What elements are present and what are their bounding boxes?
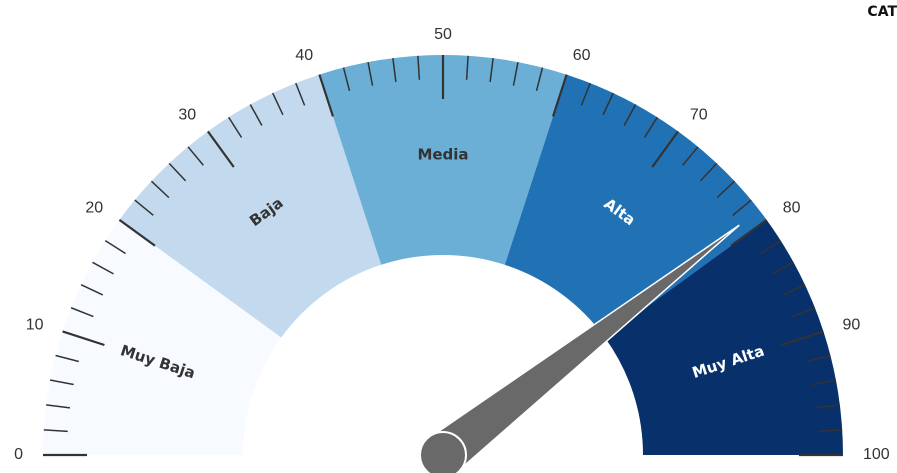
tick-label: 70 [690, 106, 708, 123]
tick-label: 30 [178, 106, 196, 123]
needle-pivot [419, 431, 467, 473]
band-alta [504, 74, 767, 338]
band-muy-baja [43, 219, 282, 455]
minor-tick [150, 180, 170, 199]
major-tick [730, 218, 768, 247]
band-baja [119, 74, 382, 338]
minor-tick [249, 104, 263, 126]
tick-label: 40 [295, 47, 313, 64]
minor-tick [367, 61, 374, 86]
minor-tick [134, 199, 154, 216]
band-muy-alta [604, 219, 843, 455]
minor-tick [716, 180, 736, 199]
minor-tick [643, 116, 658, 138]
minor-tick [812, 379, 837, 386]
band-media [319, 54, 567, 265]
minor-tick [699, 162, 718, 182]
major-tick [62, 330, 105, 347]
minor-tick [49, 379, 74, 386]
minor-tick [80, 284, 104, 296]
gauge-tick-labels: 0 10 20 30 40 50 60 70 80 90 100 [14, 26, 890, 463]
minor-tick [228, 116, 243, 138]
minor-tick [772, 261, 794, 275]
minor-tick [815, 404, 840, 409]
minor-tick [392, 58, 397, 83]
minor-tick [342, 67, 351, 91]
minor-tick [602, 92, 614, 116]
minor-tick [272, 92, 284, 116]
minor-tick [512, 61, 519, 86]
tick-label: 0 [14, 446, 23, 463]
minor-tick [760, 240, 782, 255]
minor-tick [168, 162, 187, 182]
tick-label: 50 [434, 26, 452, 43]
minor-tick [782, 284, 806, 296]
major-tick [318, 74, 335, 117]
minor-tick [295, 82, 306, 106]
minor-tick [807, 354, 831, 363]
minor-tick [55, 354, 79, 363]
major-tick [206, 130, 235, 168]
minor-tick [104, 240, 126, 255]
major-tick [118, 218, 156, 247]
major-tick [781, 330, 824, 347]
gauge-needle [419, 224, 740, 473]
tick-label: 20 [85, 199, 103, 216]
minor-tick [46, 404, 71, 409]
minor-tick [732, 199, 752, 216]
gauge-bands [43, 54, 843, 455]
tick-label: 100 [863, 446, 890, 463]
minor-tick [92, 261, 114, 275]
minor-tick [580, 82, 591, 106]
minor-tick [792, 307, 816, 318]
major-tick [651, 130, 680, 168]
minor-tick [682, 146, 699, 166]
tick-label: 10 [26, 316, 44, 333]
minor-tick [70, 307, 94, 318]
minor-tick [417, 55, 421, 80]
minor-tick [43, 429, 68, 433]
gauge-ticks [43, 55, 843, 457]
minor-tick [465, 55, 469, 80]
tick-label: 80 [783, 199, 801, 216]
minor-tick [818, 429, 843, 433]
minor-tick [187, 146, 204, 166]
corner-label: CAT [867, 4, 897, 20]
minor-tick [535, 67, 544, 91]
band-label-media: Media [417, 146, 468, 164]
tick-label: 60 [573, 47, 591, 64]
tick-label: 90 [842, 316, 860, 333]
major-tick [551, 74, 568, 117]
minor-tick [623, 104, 637, 126]
minor-tick [489, 58, 494, 83]
